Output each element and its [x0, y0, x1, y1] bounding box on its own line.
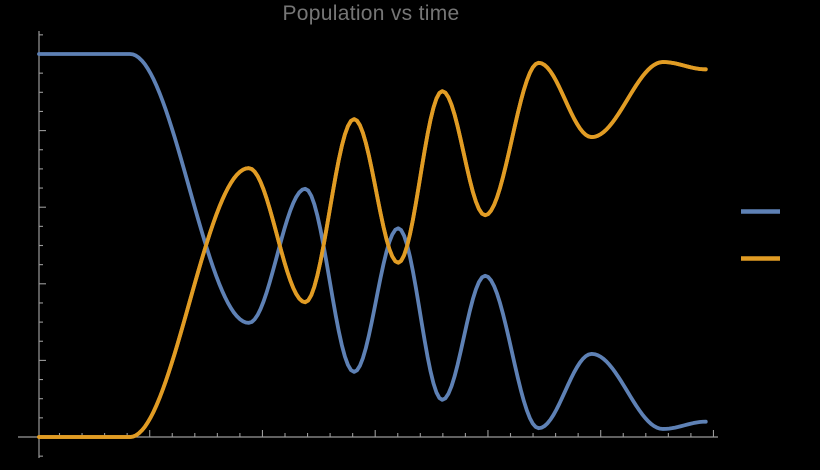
axes [18, 31, 718, 458]
series-orange-line [37, 60, 708, 439]
axis-ticks [39, 34, 715, 457]
series-orange-line [37, 60, 708, 439]
chart-title: Population vs time [282, 2, 460, 25]
legend [741, 209, 780, 261]
series-blue-line [37, 52, 708, 431]
